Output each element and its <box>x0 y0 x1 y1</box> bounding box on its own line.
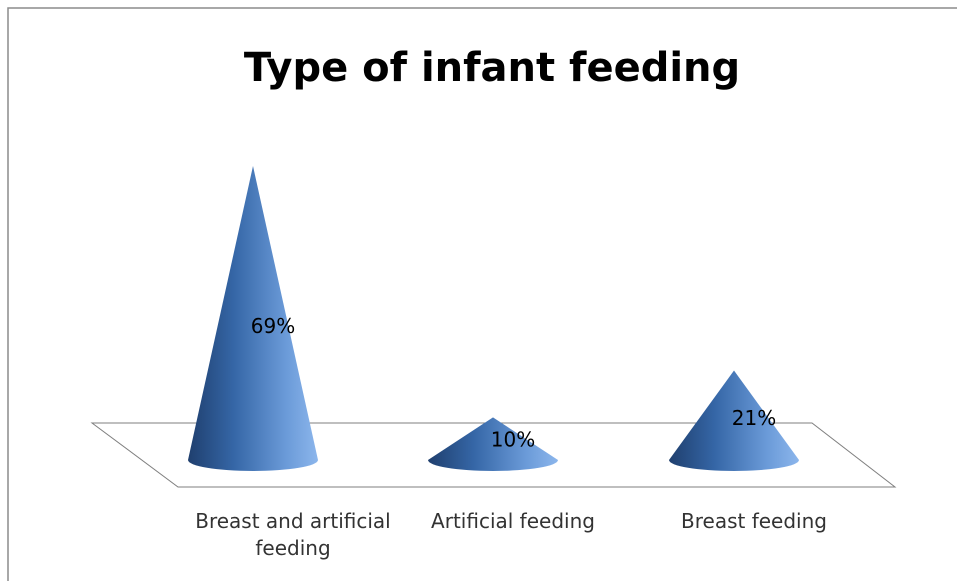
cone <box>669 370 799 471</box>
chart-border <box>7 7 957 581</box>
x-tick-label: Breast and artificial feeding <box>195 509 391 560</box>
x-tick-label: Artificial feeding <box>431 509 595 533</box>
x-tick-label: Breast feeding <box>681 509 827 533</box>
cone <box>188 166 318 471</box>
data-label: 69% <box>251 314 295 338</box>
data-label: 10% <box>491 427 535 451</box>
data-label: 21% <box>732 406 776 430</box>
cone <box>428 417 558 471</box>
chart-title: Type of infant feeding <box>244 45 740 91</box>
